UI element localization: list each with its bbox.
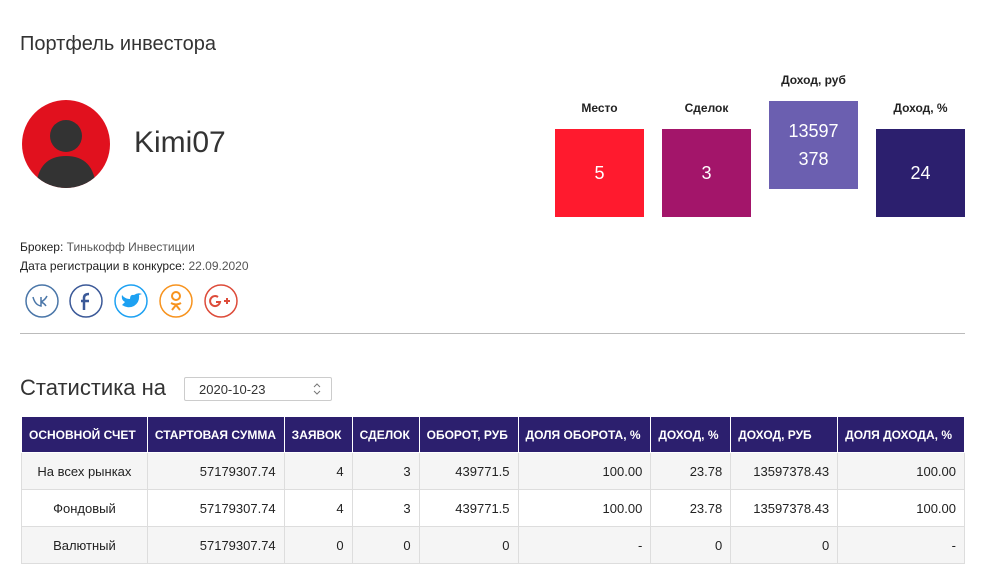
column-header: ОСНОВНОЙ СЧЕТ bbox=[21, 417, 148, 453]
stat-value: 24 bbox=[910, 163, 931, 183]
table-cell: 0 bbox=[730, 526, 839, 564]
table-cell: 13597378.43 bbox=[730, 489, 839, 527]
stat-box: 3 bbox=[662, 129, 751, 217]
table-cell: 57179307.74 bbox=[146, 526, 285, 564]
table-cell: 3 bbox=[351, 452, 420, 490]
column-header: СДЕЛОК bbox=[351, 417, 420, 453]
column-header: ДОЛЯ ОБОРОТА, % bbox=[517, 417, 652, 453]
table-cell: 0 bbox=[351, 526, 420, 564]
column-header: ОБОРОТ, РУБ bbox=[418, 417, 519, 453]
table-cell: 4 bbox=[283, 452, 353, 490]
stat-label: Доход, % bbox=[893, 101, 948, 115]
table-cell: Фондовый bbox=[21, 489, 148, 527]
column-header: СТАРТОВАЯ СУММА bbox=[146, 417, 285, 453]
social-icons[interactable] bbox=[20, 282, 250, 322]
value: Тинькофф Инвестиции bbox=[66, 240, 195, 254]
avatar-icon bbox=[36, 120, 96, 188]
table-cell: Валютный bbox=[21, 526, 148, 564]
stat-value: 3 bbox=[701, 163, 712, 183]
table-cell: На всех рынках bbox=[21, 452, 148, 490]
column-header: ДОХОД, РУБ bbox=[730, 417, 839, 453]
table-cell: 4 bbox=[283, 489, 353, 527]
table-cell: 100.00 bbox=[517, 489, 652, 527]
broker-line: Брокер: Тинькофф Инвестиции bbox=[20, 240, 195, 254]
label: Брокер: bbox=[20, 240, 64, 254]
stat-label: Место bbox=[581, 101, 618, 115]
table-cell: 3 bbox=[351, 489, 420, 527]
table-cell: 23.78 bbox=[650, 452, 732, 490]
stats-table: ОСНОВНОЙ СЧЕТ СТАРТОВАЯ СУММА ЗАЯВОК СДЕЛОК… bbox=[21, 417, 965, 564]
table-row: На всех рынках 57179307.74 4 3 439771.5 100.0… bbox=[21, 452, 965, 490]
stat-value: 5 bbox=[594, 163, 605, 183]
table-row: Фондовый 57179307.74 4 3 439771.5 100.00 23.78… bbox=[21, 489, 965, 527]
username: Kimi07 bbox=[134, 126, 226, 159]
date-select[interactable]: 2020-10-23 bbox=[184, 377, 332, 401]
table-cell: 0 bbox=[283, 526, 353, 564]
table-cell: 23.78 bbox=[650, 489, 732, 527]
select-arrows bbox=[313, 383, 321, 395]
reg-line: Дата регистрации в конкурсе: 22.09.2020 bbox=[20, 259, 249, 273]
table-cell: 439771.5 bbox=[418, 452, 519, 490]
table-cell: 57179307.74 bbox=[146, 489, 285, 527]
stat-box: 24 bbox=[876, 129, 965, 217]
stat-label: Доход, руб bbox=[781, 73, 846, 87]
label: Дата регистрации в конкурсе: bbox=[20, 259, 186, 273]
table-cell: 439771.5 bbox=[418, 489, 519, 527]
column-header: ДОЛЯ ДОХОДА, % bbox=[837, 417, 965, 453]
column-header: ЗАЯВОК bbox=[283, 417, 353, 453]
stat-label: Сделок bbox=[684, 101, 729, 115]
table-cell: 100.00 bbox=[837, 452, 965, 490]
table-cell: 13597378.43 bbox=[730, 452, 839, 490]
section-title: Статистика на bbox=[20, 375, 167, 400]
table-cell: 0 bbox=[650, 526, 732, 564]
stat-box: 5 bbox=[555, 129, 644, 217]
table-row: Валютный 57179307.74 0 0 0-0 0- bbox=[21, 526, 965, 564]
divider bbox=[20, 333, 965, 334]
table-cell: 57179307.74 bbox=[146, 452, 285, 490]
stat-box: 13597378 bbox=[769, 101, 858, 189]
table-cell: - bbox=[517, 526, 652, 564]
date-value: 2020-10-23 bbox=[199, 382, 266, 397]
stat-value: 13597378 bbox=[788, 121, 839, 169]
value: 22.09.2020 bbox=[188, 259, 249, 273]
table-cell: 100.00 bbox=[837, 489, 965, 527]
header-row: ОСНОВНОЙ СЧЕТ СТАРТОВАЯ СУММА ЗАЯВОК СДЕЛОК… bbox=[21, 417, 965, 453]
avatar bbox=[22, 100, 110, 188]
page-title: Портфель инвестора bbox=[20, 33, 216, 55]
table-cell: 0 bbox=[418, 526, 519, 564]
table-cell: - bbox=[837, 526, 965, 564]
table-cell: 100.00 bbox=[517, 452, 652, 490]
column-header: ДОХОД, % bbox=[650, 417, 732, 453]
